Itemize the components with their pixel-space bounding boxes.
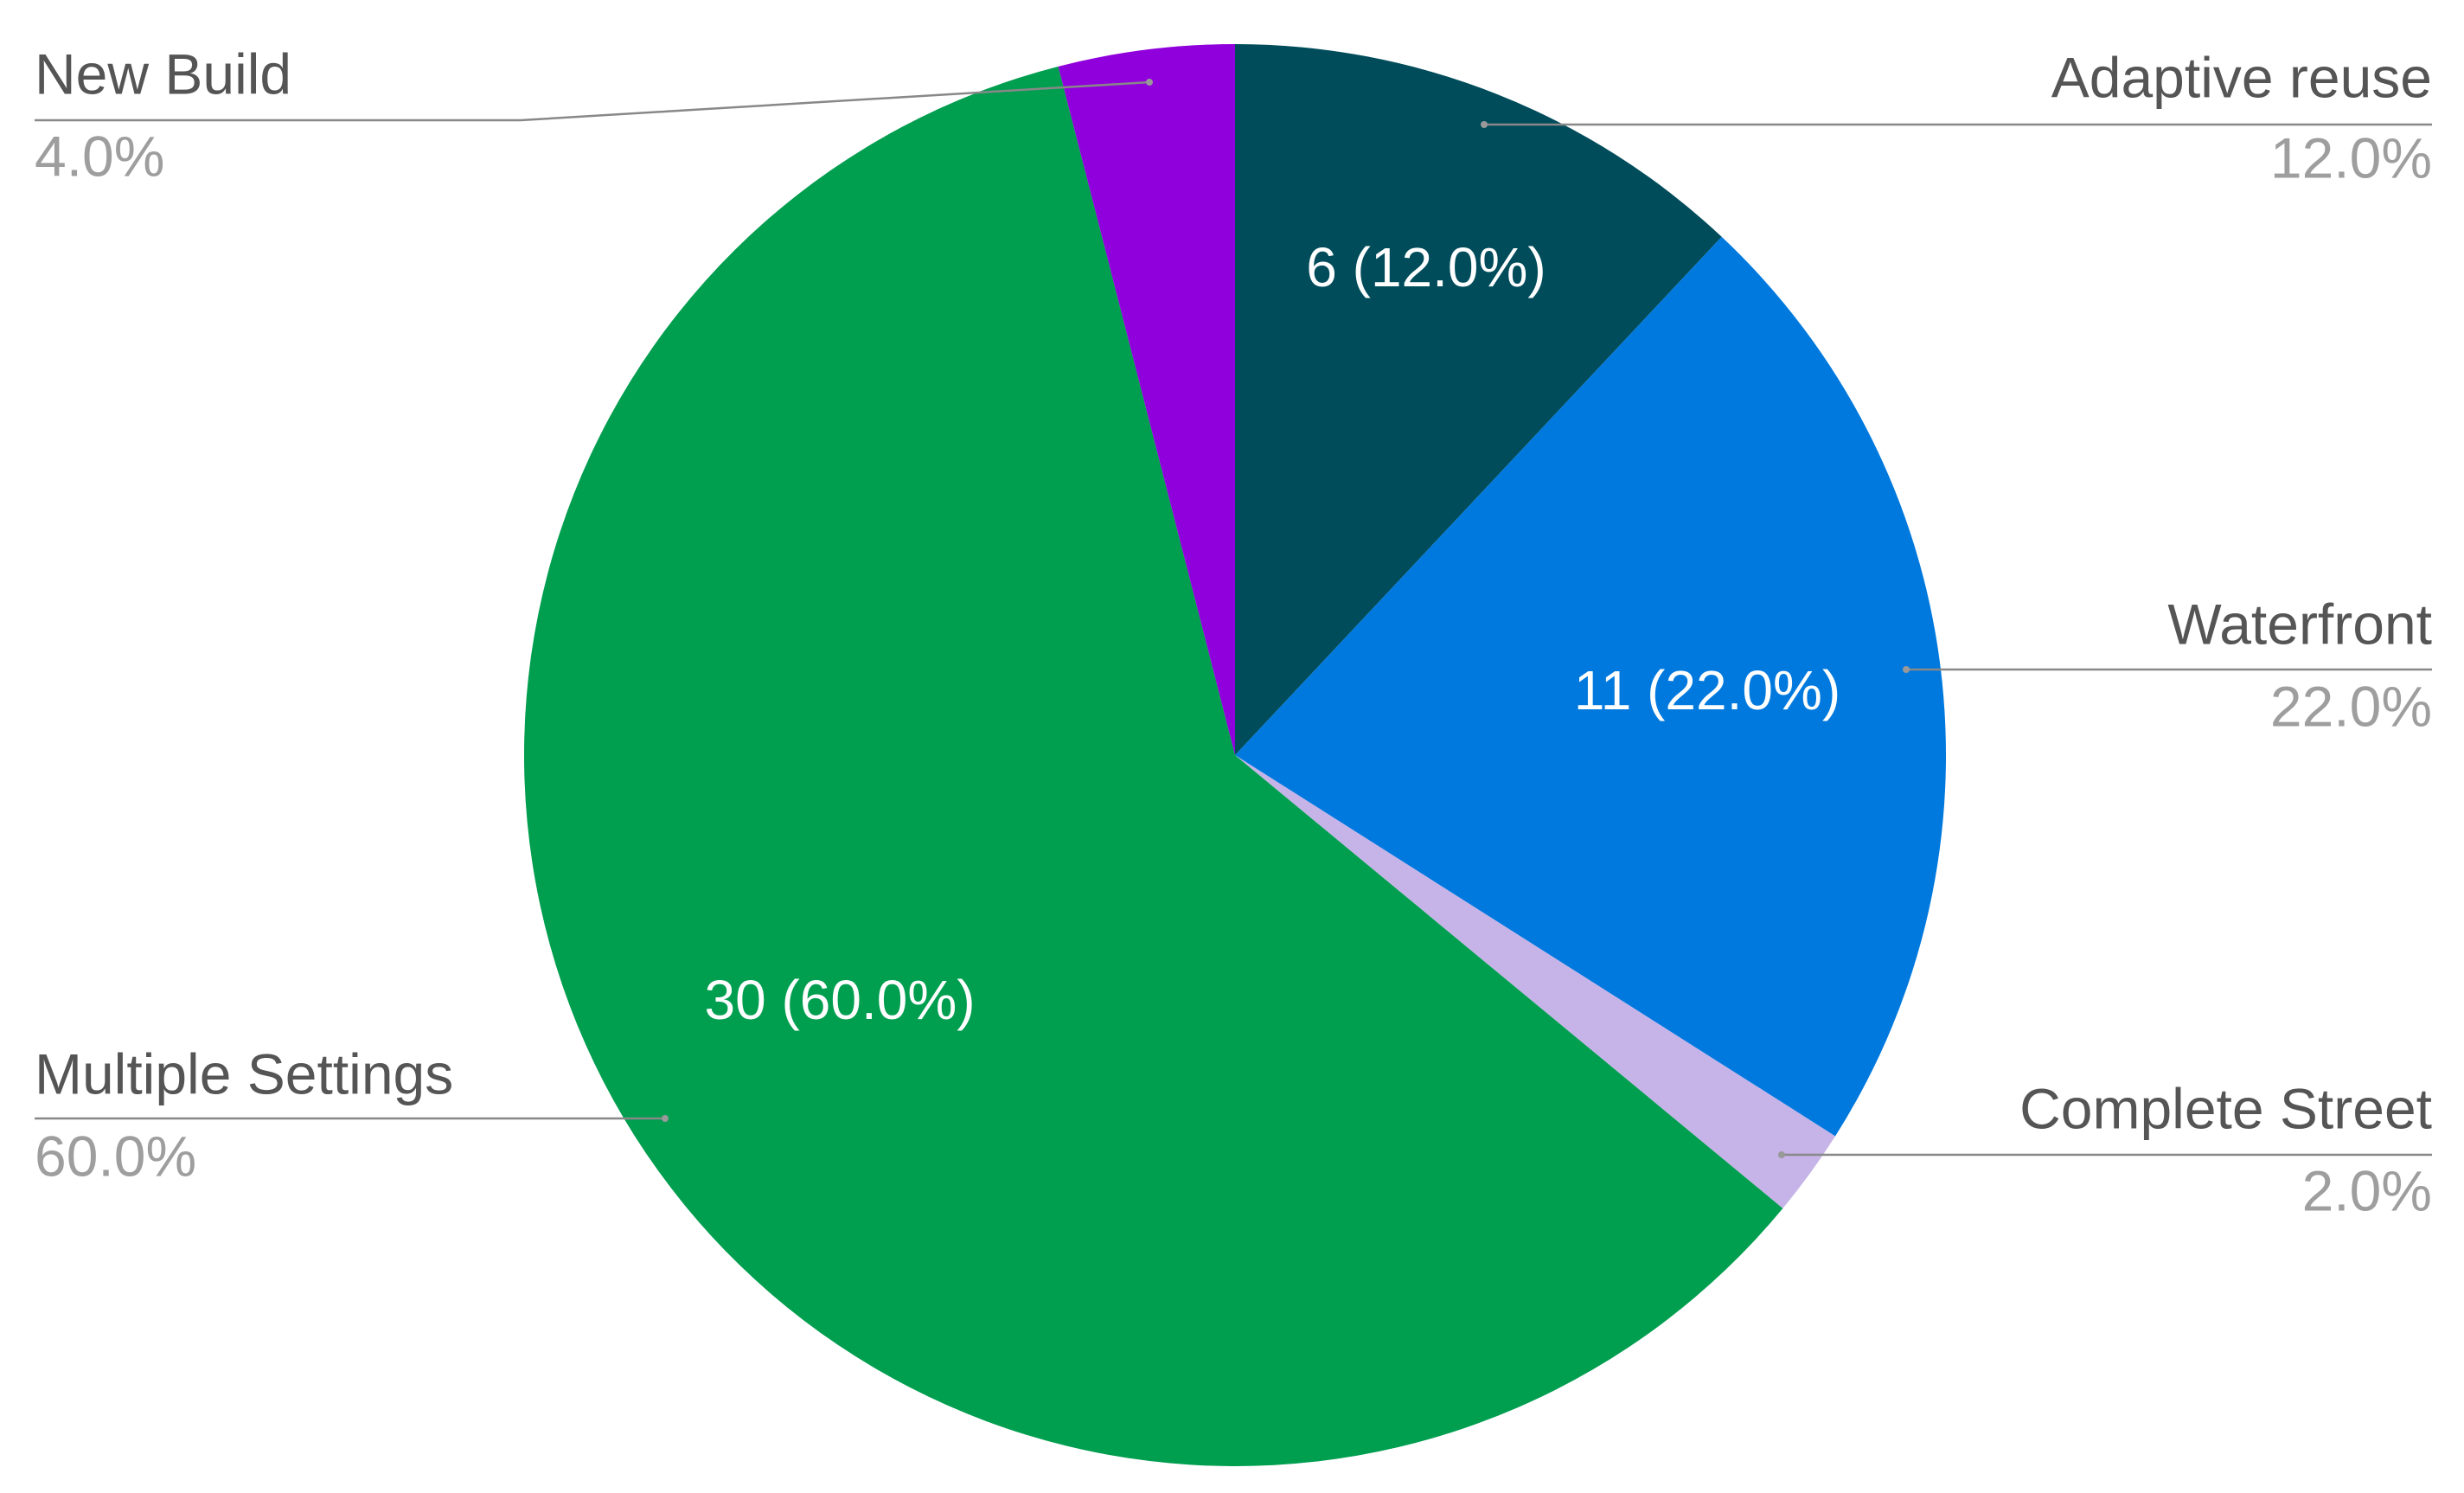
leader-dot — [662, 1115, 669, 1122]
percent-label: 4.0% — [35, 124, 164, 188]
category-label: New Build — [35, 42, 291, 106]
category-label: Multiple Settings — [35, 1041, 453, 1105]
percent-label: 12.0% — [2270, 125, 2432, 189]
pie-slice — [1235, 755, 1836, 1208]
value-label: 6 (12.0%) — [1306, 236, 1546, 298]
pie-slice — [1058, 44, 1235, 755]
percent-label: 2.0% — [2302, 1158, 2432, 1222]
value-label: 11 (22.0%) — [1574, 659, 1840, 721]
pie-slice — [1235, 236, 1946, 1137]
percent-label: 22.0% — [2270, 674, 2432, 738]
category-label: Complete Street — [2019, 1076, 2432, 1140]
leader-dot — [1146, 79, 1153, 86]
leader-dot — [1778, 1151, 1785, 1158]
category-label: Adaptive reuse — [2051, 45, 2432, 109]
value-label: 30 (60.0%) — [704, 969, 975, 1031]
leader-line — [35, 80, 1150, 122]
percent-label: 60.0% — [35, 1124, 196, 1188]
category-label: Waterfront — [2167, 592, 2432, 656]
leader-dot — [1481, 121, 1488, 128]
pie-slice — [523, 66, 1783, 1467]
pie-slice — [1235, 44, 1722, 755]
leader-dot — [1903, 666, 1910, 673]
